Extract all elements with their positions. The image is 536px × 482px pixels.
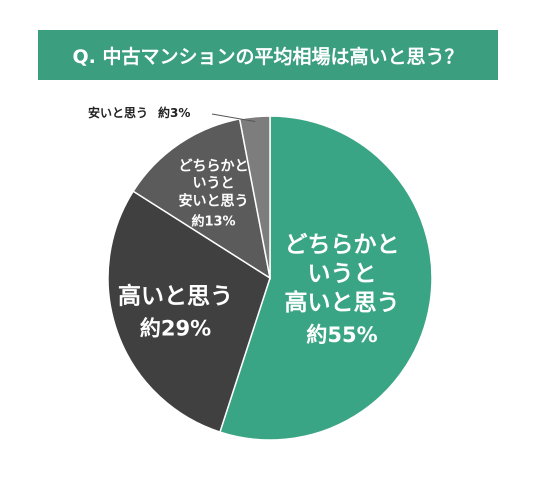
slice-label: どちらかと いうと 高いと思う約55% (285, 231, 400, 348)
leader-line (211, 113, 256, 123)
slice-label: 安いと思う 約3% (88, 104, 190, 121)
category-label: 安いと思う (88, 106, 149, 120)
chart-title: Q. 中古マンションの平均相場は高いと思う？ (38, 30, 498, 80)
pie-slice (132, 117, 272, 280)
value-label: 約3% (158, 106, 191, 120)
category-label: どちらかと いうと 高いと思う (284, 232, 400, 316)
category-label: どちらかと いうと 安いと思う (178, 158, 249, 210)
slice-label: 高いと思う約29% (118, 283, 233, 342)
pie-slice (218, 115, 433, 441)
value-label: 約55% (306, 322, 378, 347)
pie-slice (107, 190, 271, 434)
value-label: 約29% (139, 316, 212, 341)
category-label: 高いと思う (117, 283, 233, 310)
value-label: 約13% (191, 215, 236, 231)
slice-label: どちらかと いうと 安いと思う約13% (179, 159, 249, 232)
